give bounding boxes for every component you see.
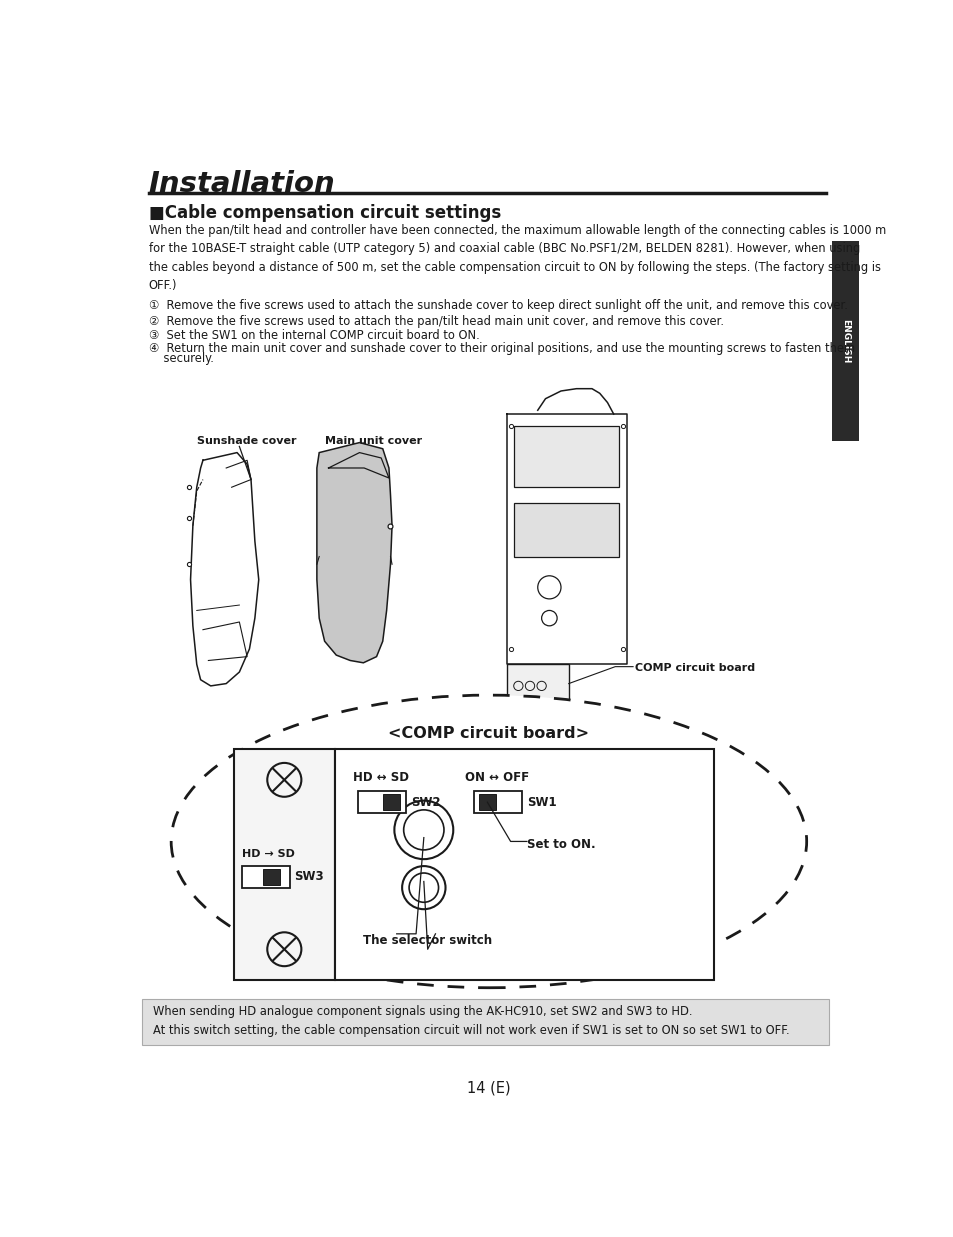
Bar: [514, 502, 618, 557]
Bar: [831, 241, 858, 442]
Text: securely.: securely.: [149, 353, 213, 365]
Bar: [478, 794, 496, 810]
Bar: [357, 792, 406, 813]
Bar: [335, 750, 714, 980]
Bar: [142, 999, 828, 1045]
Text: When the pan/tilt head and controller have been connected, the maximum allowable: When the pan/tilt head and controller ha…: [149, 224, 885, 292]
Bar: [263, 870, 280, 884]
Text: The selector switch: The selector switch: [363, 934, 492, 946]
Text: ④  Return the main unit cover and sunshade cover to their original positions, an: ④ Return the main unit cover and sunshad…: [149, 343, 854, 355]
Text: ③  Set the SW1 on the internal COMP circuit board to ON.: ③ Set the SW1 on the internal COMP circu…: [149, 329, 479, 341]
Text: SW3: SW3: [294, 871, 324, 883]
Bar: [382, 794, 399, 810]
Bar: [474, 792, 521, 813]
Polygon shape: [316, 443, 392, 663]
Ellipse shape: [171, 695, 806, 987]
Text: HD ↔ SD: HD ↔ SD: [353, 771, 409, 783]
Text: When sending HD analogue component signals using the AK-HC910, set SW2 and SW3 t: When sending HD analogue component signa…: [153, 1006, 789, 1037]
Text: Set to ON.: Set to ON.: [526, 837, 595, 851]
Text: Sunshade cover: Sunshade cover: [196, 437, 296, 447]
Bar: [506, 664, 568, 706]
Text: SW2: SW2: [410, 795, 440, 809]
Text: 14 (E): 14 (E): [467, 1080, 510, 1095]
Text: Main unit cover: Main unit cover: [324, 437, 421, 447]
Text: ①  Remove the five screws used to attach the sunshade cover to keep direct sunli: ① Remove the five screws used to attach …: [149, 299, 846, 313]
Text: ON ↔ OFF: ON ↔ OFF: [465, 771, 529, 783]
Bar: [233, 750, 335, 980]
Text: ②  Remove the five screws used to attach the pan/tilt head main unit cover, and : ② Remove the five screws used to attach …: [149, 314, 723, 328]
Text: COMP circuit board: COMP circuit board: [634, 663, 754, 673]
Bar: [514, 426, 618, 487]
Bar: [241, 866, 290, 888]
Text: <COMP circuit board>: <COMP circuit board>: [388, 726, 589, 741]
Text: Installation: Installation: [149, 169, 335, 198]
Text: ENGLISH: ENGLISH: [840, 319, 849, 364]
Text: HD → SD: HD → SD: [241, 849, 294, 860]
Text: ■Cable compensation circuit settings: ■Cable compensation circuit settings: [149, 204, 500, 221]
Text: SW1: SW1: [526, 795, 556, 809]
